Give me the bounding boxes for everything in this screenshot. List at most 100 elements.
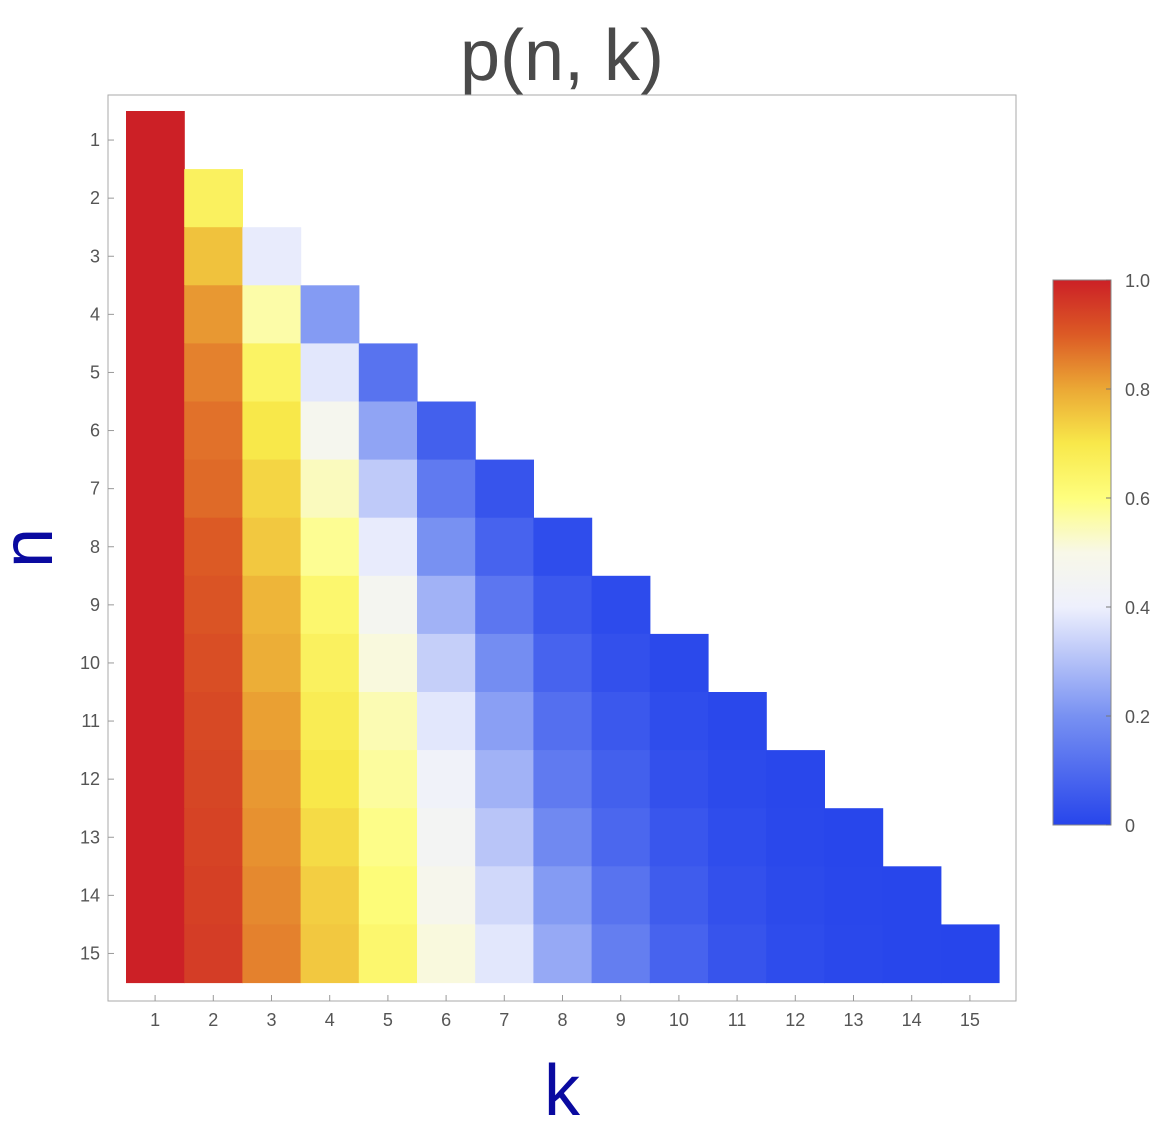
x-tick-label: 11 xyxy=(728,1010,747,1030)
y-tick-label: 7 xyxy=(90,479,100,499)
heatmap-cell-n10-k6 xyxy=(417,633,476,693)
heatmap-cell-n12-k9 xyxy=(591,750,651,809)
y-axis-label: n xyxy=(0,528,68,568)
heatmap-cell-n15-k11 xyxy=(708,924,767,984)
heatmap-cell-n14-k9 xyxy=(591,866,651,925)
heatmap-cell-n9-k9 xyxy=(591,575,651,635)
heatmap-cell-n7-k1 xyxy=(126,459,185,519)
heatmap-cell-n11-k9 xyxy=(591,692,651,751)
heatmap-cell-n11-k8 xyxy=(533,692,593,751)
x-tick-label: 6 xyxy=(441,1010,451,1030)
heatmap-cell-n5-k5 xyxy=(358,343,418,403)
heatmap-cell-n10-k3 xyxy=(242,633,302,693)
heatmap-cell-n5-k1 xyxy=(126,343,185,403)
y-tick-label: 3 xyxy=(90,246,100,266)
heatmap-cell-n4-k3 xyxy=(242,285,302,344)
heatmap-cell-n14-k4 xyxy=(300,866,360,925)
heatmap-cell-n15-k15 xyxy=(940,924,1000,984)
heatmap-cell-n12-k2 xyxy=(184,750,243,809)
heatmap-cell-n15-k7 xyxy=(475,924,534,984)
heatmap-cell-n8-k5 xyxy=(358,517,418,577)
heatmap-cell-n13-k3 xyxy=(242,808,302,867)
x-tick-label: 3 xyxy=(266,1010,276,1030)
heatmap-cell-n15-k5 xyxy=(358,924,418,984)
heatmap-cell-n13-k2 xyxy=(184,808,243,867)
heatmap-cell-n6-k6 xyxy=(417,401,476,461)
heatmap-cell-n8-k4 xyxy=(300,517,360,577)
heatmap-cell-n8-k7 xyxy=(475,517,534,577)
y-tick-label: 8 xyxy=(90,537,100,557)
heatmap-cell-n13-k5 xyxy=(358,808,418,867)
heatmap-cell-n7-k2 xyxy=(184,459,243,519)
heatmap-cell-n15-k6 xyxy=(417,924,476,984)
heatmap-cell-n15-k14 xyxy=(882,924,942,984)
chart-title: p(n, k) xyxy=(460,16,664,96)
heatmap-cell-n11-k3 xyxy=(242,692,302,751)
x-tick-label: 4 xyxy=(325,1010,335,1030)
heatmap-cell-n11-k2 xyxy=(184,692,243,751)
heatmap-cell-n13-k8 xyxy=(533,808,593,867)
heatmap-cell-n5-k4 xyxy=(300,343,360,403)
heatmap-cell-n15-k2 xyxy=(184,924,243,984)
heatmap-cell-n14-k6 xyxy=(417,866,476,925)
heatmap-cell-n7-k4 xyxy=(300,459,360,519)
heatmap-cell-n8-k8 xyxy=(533,517,593,577)
heatmap-cell-n3-k2 xyxy=(184,227,243,286)
heatmap-cell-n10-k1 xyxy=(126,633,185,693)
colorbar-tick-label: 0.2 xyxy=(1125,707,1150,727)
heatmap-cell-n13-k6 xyxy=(417,808,476,867)
heatmap-cell-n13-k9 xyxy=(591,808,651,867)
x-tick-label: 13 xyxy=(843,1010,863,1030)
heatmap-cell-n9-k3 xyxy=(242,575,302,635)
heatmap-cell-n7-k6 xyxy=(417,459,476,519)
heatmap-cell-n15-k8 xyxy=(533,924,593,984)
x-tick-label: 5 xyxy=(383,1010,393,1030)
heatmap-cell-n10-k7 xyxy=(475,633,534,693)
heatmap-cell-n8-k6 xyxy=(417,517,476,577)
x-tick-label: 1 xyxy=(150,1010,160,1030)
heatmap-cell-n5-k2 xyxy=(184,343,243,403)
heatmap-cell-n3-k1 xyxy=(126,227,185,286)
heatmap-cell-n14-k12 xyxy=(766,866,825,925)
heatmap-cell-n9-k6 xyxy=(417,575,476,635)
heatmap-cell-n13-k1 xyxy=(126,808,185,867)
heatmap-cell-n14-k10 xyxy=(649,866,709,925)
heatmap-cell-n12-k8 xyxy=(533,750,593,809)
heatmap-cell-n12-k5 xyxy=(358,750,418,809)
heatmap-cell-n11-k11 xyxy=(708,692,767,751)
heatmap-cell-n10-k9 xyxy=(591,633,651,693)
heatmap-cell-n11-k10 xyxy=(649,692,709,751)
heatmap-cell-n15-k3 xyxy=(242,924,302,984)
heatmap-cell-n6-k5 xyxy=(358,401,418,461)
heatmap-cell-n9-k2 xyxy=(184,575,243,635)
heatmap-cell-n12-k11 xyxy=(708,750,767,809)
x-tick-label: 14 xyxy=(902,1010,922,1030)
x-tick-label: 7 xyxy=(499,1010,509,1030)
heatmap-cell-n14-k13 xyxy=(824,866,884,925)
heatmap-cell-n15-k10 xyxy=(649,924,709,984)
heatmap-cell-n12-k4 xyxy=(300,750,360,809)
colorbar-tick-label: 1.0 xyxy=(1125,271,1150,291)
heatmap-cell-n14-k11 xyxy=(708,866,767,925)
heatmap-cell-n10-k5 xyxy=(358,633,418,693)
heatmap-cell-n13-k13 xyxy=(824,808,884,867)
y-tick-label: 14 xyxy=(80,885,100,905)
y-tick-label: 6 xyxy=(90,421,100,441)
heatmap-cell-n12-k12 xyxy=(766,750,825,809)
heatmap-cell-n5-k3 xyxy=(242,343,302,403)
heatmap-cell-n13-k11 xyxy=(708,808,767,867)
colorbar-ticks: 0 0.2 0.4 0.6 0.8 1.0 xyxy=(1106,271,1150,836)
heatmap-cell-n13-k7 xyxy=(475,808,534,867)
colorbar xyxy=(1052,279,1112,826)
heatmap-cell-n4-k2 xyxy=(184,285,243,344)
heatmap-cell-n12-k6 xyxy=(417,750,476,809)
heatmap-cell-n10-k2 xyxy=(184,633,243,693)
heatmap-cell-n15-k13 xyxy=(824,924,884,984)
heatmap-cell-n9-k7 xyxy=(475,575,534,635)
heatmap-cell-n8-k3 xyxy=(242,517,302,577)
heatmap-cell-n13-k4 xyxy=(300,808,360,867)
heatmap-cell-n11-k1 xyxy=(126,692,185,751)
x-tick-label: 9 xyxy=(616,1010,626,1030)
heatmap-cell-n4-k4 xyxy=(300,285,360,344)
